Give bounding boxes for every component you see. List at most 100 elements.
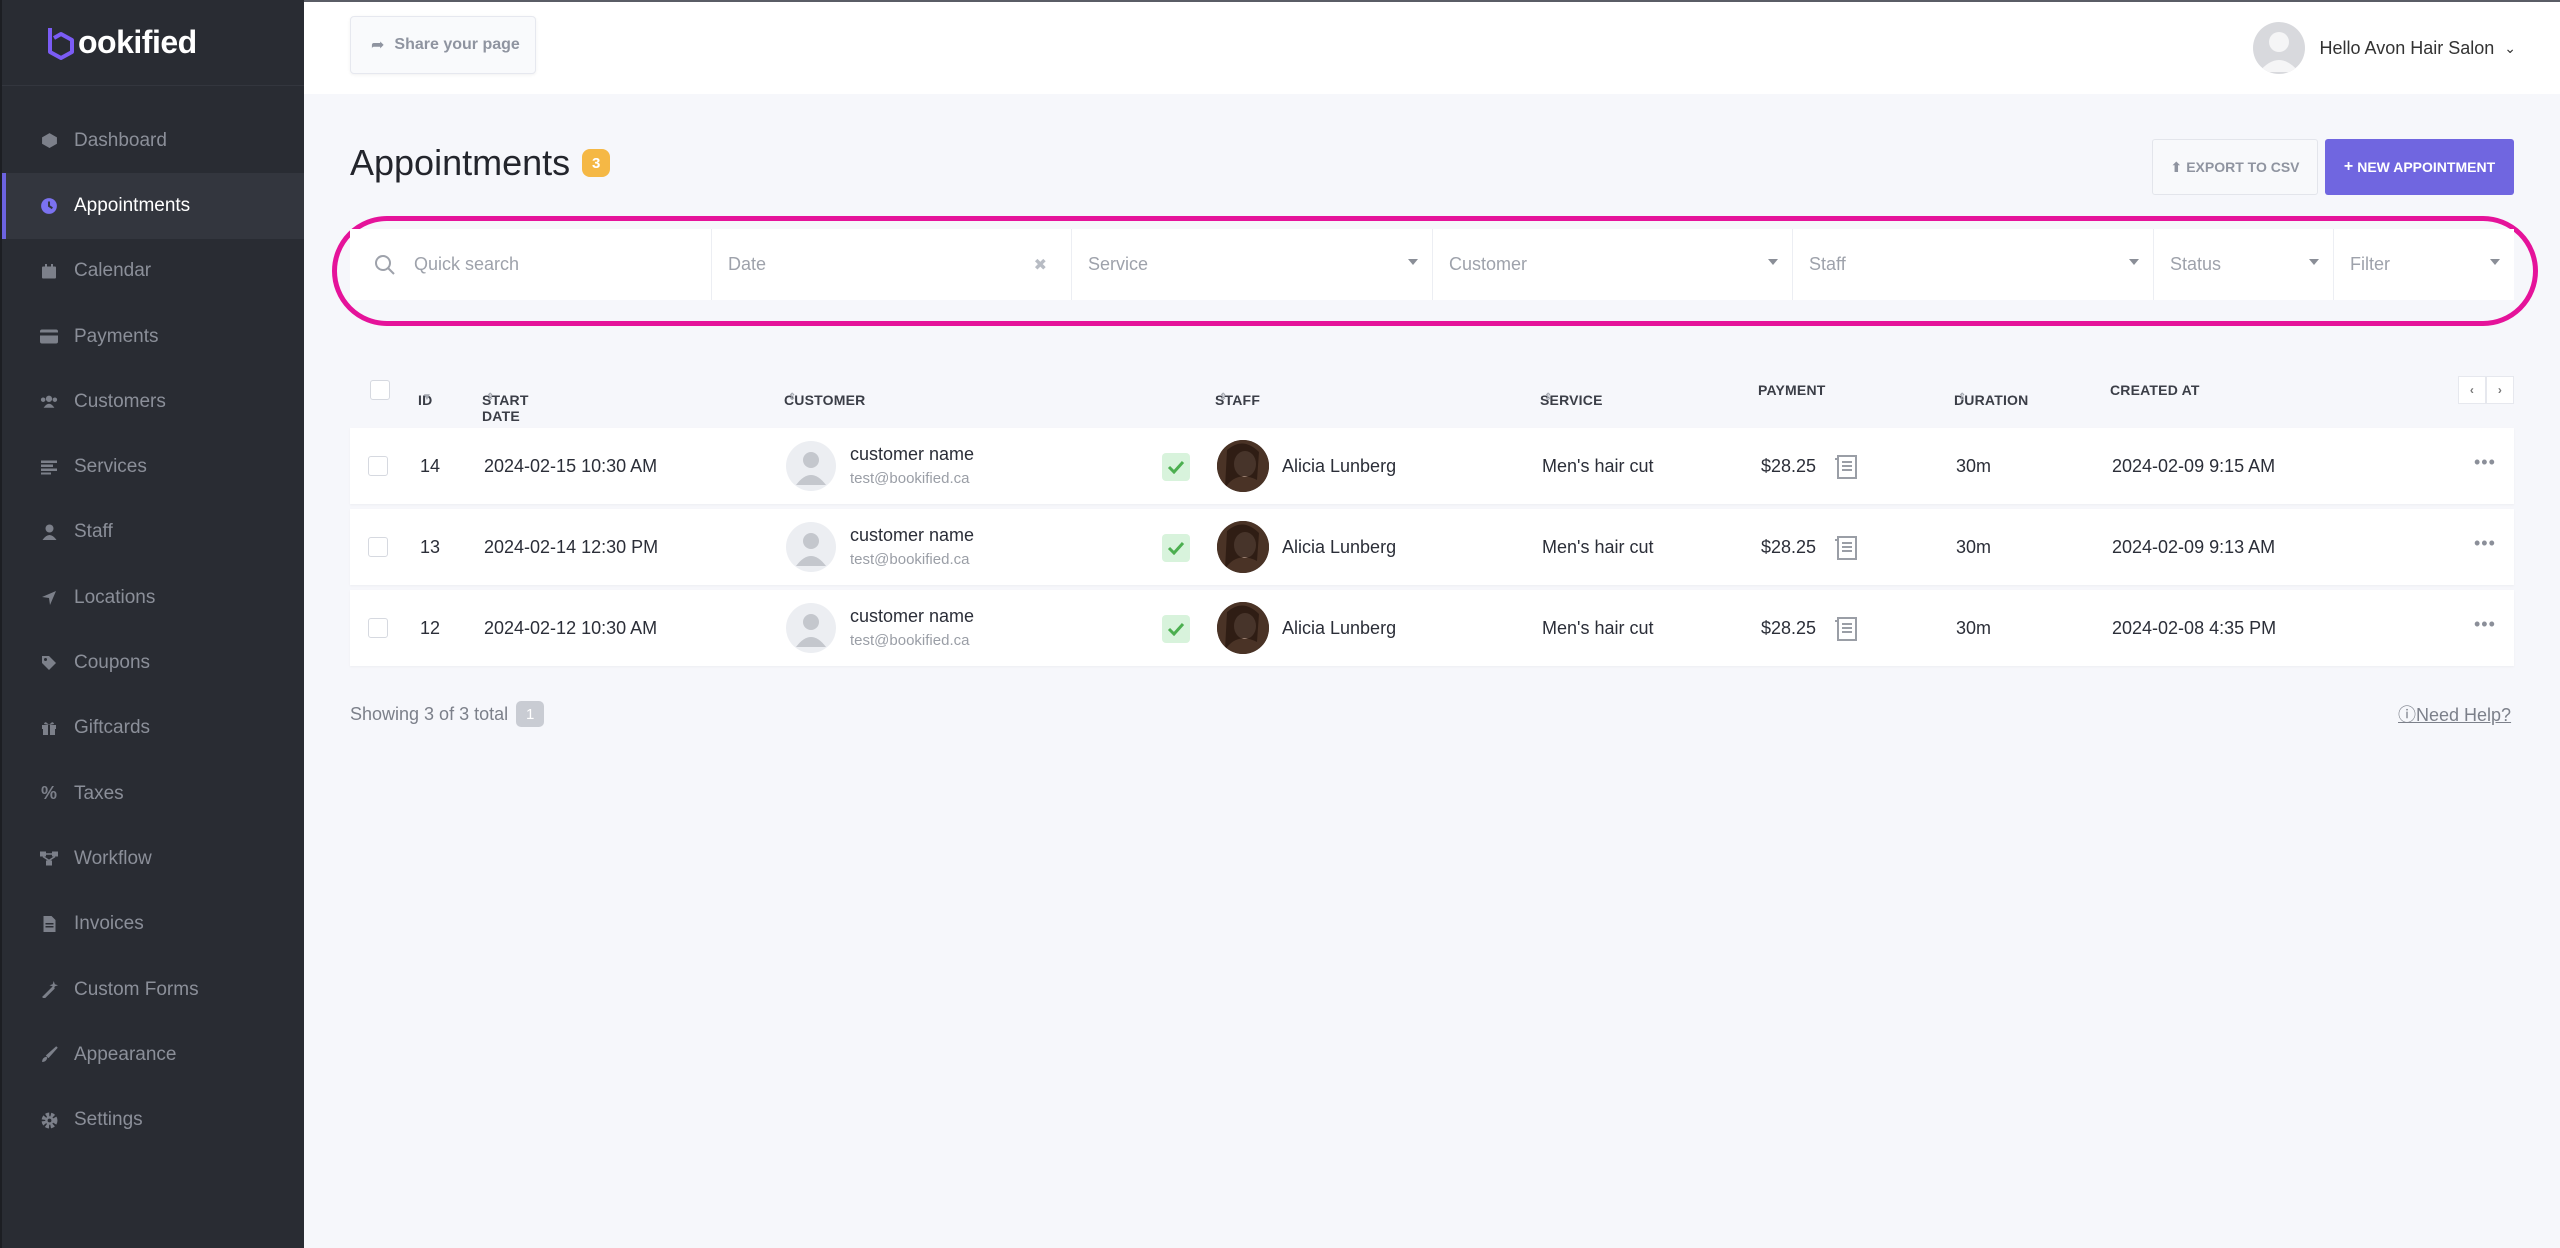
user-menu[interactable]: Hello Avon Hair Salon ⌄ — [2253, 22, 2516, 74]
sidebar-item-settings[interactable]: Settings — [2, 1087, 304, 1152]
customer-avatar — [786, 603, 836, 653]
caret-down-icon — [1768, 259, 1778, 265]
sidebar-item-label: Payments — [74, 325, 159, 347]
logo[interactable]: ookified — [2, 0, 304, 86]
sidebar-item-label: Invoices — [74, 913, 144, 935]
search-icon — [375, 254, 395, 275]
clear-icon[interactable]: ✖ — [1033, 256, 1047, 274]
sidebar-item-payments[interactable]: Payments — [2, 304, 304, 369]
column-service-label: SERVICE — [1540, 392, 1603, 408]
sidebar-item-invoices[interactable]: Invoices — [2, 892, 304, 957]
tag-icon — [40, 654, 58, 672]
receipt-icon[interactable] — [1834, 454, 1858, 480]
staff-name[interactable]: Alicia Lunberg — [1282, 456, 1397, 476]
row-checkbox[interactable] — [368, 537, 388, 557]
row-checkbox[interactable] — [368, 618, 388, 638]
status-confirmed-icon[interactable] — [1162, 615, 1190, 643]
more-actions-icon[interactable]: ••• — [2474, 614, 2496, 634]
customer-name[interactable]: customer name — [850, 525, 975, 545]
new-appointment-button[interactable]: + NEW APPOINTMENT — [2325, 139, 2514, 195]
row-service: Men's hair cut — [1542, 456, 1654, 476]
sidebar-item-label: Calendar — [74, 260, 152, 282]
quick-search-input[interactable]: Quick search — [350, 229, 712, 300]
column-duration-label: DURATION — [1954, 392, 2029, 408]
customer-avatar — [786, 441, 836, 491]
location-arrow-icon — [40, 589, 58, 607]
sidebar-item-label: Giftcards — [74, 717, 151, 739]
caret-down-icon — [1408, 259, 1418, 265]
service-filter[interactable]: Service — [1072, 229, 1433, 300]
table-row[interactable]: 12 2024-02-12 10:30 AM customer name tes… — [350, 590, 2514, 666]
staff-name[interactable]: Alicia Lunberg — [1282, 618, 1397, 638]
column-created-at[interactable]: CREATED AT — [2110, 382, 2200, 398]
receipt-icon[interactable] — [1834, 616, 1858, 642]
pagination-summary: Showing 3 of 3 total 1 — [350, 701, 545, 727]
sidebar-item-custom-forms[interactable]: Custom Forms — [2, 957, 304, 1022]
export-csv-button[interactable]: ⬆ EXPORT TO CSV — [2152, 139, 2318, 195]
column-payment[interactable]: PAYMENT — [1758, 382, 1826, 398]
need-help-label: Need Help? — [2416, 705, 2512, 725]
sidebar-item-label: Customers — [74, 390, 166, 412]
sidebar-item-label: Taxes — [74, 782, 124, 804]
logo-text: ookified — [78, 24, 197, 60]
sidebar-item-appearance[interactable]: Appearance — [2, 1022, 304, 1087]
row-payment: $28.25 — [1761, 618, 1817, 638]
table-row[interactable]: 14 2024-02-15 10:30 AM customer name tes… — [350, 428, 2514, 504]
date-filter[interactable]: Date ✖ — [712, 229, 1072, 300]
customer-name[interactable]: customer name — [850, 444, 975, 464]
page-number-button[interactable]: 1 — [516, 701, 545, 727]
need-help-link[interactable]: ⓘNeed Help? — [2398, 701, 2511, 727]
sort-icon: ⇕ — [788, 392, 797, 403]
sort-icon: ⇕ — [1544, 392, 1553, 403]
users-icon — [40, 393, 58, 411]
workflow-icon — [40, 850, 58, 868]
sidebar-item-label: Services — [74, 456, 147, 478]
receipt-icon[interactable] — [1834, 535, 1858, 561]
select-all-checkbox[interactable] — [370, 380, 390, 400]
sort-desc-icon: ▼ — [422, 392, 433, 403]
sidebar-item-services[interactable]: Services — [2, 434, 304, 499]
sidebar-item-dashboard[interactable]: Dashboard — [2, 108, 304, 173]
sidebar-item-calendar[interactable]: Calendar — [2, 239, 304, 304]
scroll-right-button[interactable]: › — [2486, 376, 2514, 404]
row-id: 12 — [420, 618, 441, 638]
more-actions-icon[interactable]: ••• — [2474, 533, 2496, 553]
sidebar-item-locations[interactable]: Locations — [2, 565, 304, 630]
customer-name[interactable]: customer name — [850, 606, 975, 626]
scroll-left-button[interactable]: ‹ — [2458, 376, 2486, 404]
row-duration: 30m — [1956, 456, 1992, 476]
appointment-count-badge: 3 — [582, 149, 611, 177]
sidebar-item-taxes[interactable]: % Taxes — [2, 761, 304, 826]
sidebar-item-staff[interactable]: Staff — [2, 500, 304, 565]
staff-avatar — [1217, 602, 1269, 654]
sidebar-item-customers[interactable]: Customers — [2, 369, 304, 434]
row-payment: $28.25 — [1761, 456, 1817, 476]
sort-icon: ⇕ — [486, 392, 495, 403]
more-filter[interactable]: Filter — [2334, 229, 2514, 300]
share-arrow-icon: ➦ — [371, 37, 385, 54]
row-checkbox[interactable] — [368, 456, 388, 476]
sidebar-item-giftcards[interactable]: Giftcards — [2, 696, 304, 761]
staff-avatar — [1217, 440, 1269, 492]
caret-down-icon — [2309, 259, 2319, 265]
sidebar-item-coupons[interactable]: Coupons — [2, 630, 304, 695]
clock-icon — [40, 197, 58, 215]
row-created-at: 2024-02-09 9:13 AM — [2112, 537, 2276, 557]
table-header: ID ▼ START DATE ⇕ CUSTOMER ⇕ STAFF ⇕ SERVICE… — [350, 372, 2514, 424]
table-row[interactable]: 13 2024-02-14 12:30 PM customer name tes… — [350, 509, 2514, 585]
staff-name[interactable]: Alicia Lunberg — [1282, 537, 1397, 557]
sidebar-item-appointments[interactable]: Appointments — [2, 173, 304, 239]
new-appointment-label: NEW APPOINTMENT — [2357, 159, 2496, 175]
status-confirmed-icon[interactable] — [1162, 534, 1190, 562]
sort-icon: ⇕ — [1219, 392, 1228, 403]
column-start-date-label: START DATE — [482, 392, 529, 424]
staff-filter[interactable]: Staff — [1793, 229, 2154, 300]
status-confirmed-icon[interactable] — [1162, 453, 1190, 481]
status-filter[interactable]: Status — [2154, 229, 2334, 300]
customer-filter[interactable]: Customer — [1433, 229, 1793, 300]
more-actions-icon[interactable]: ••• — [2474, 452, 2496, 472]
sidebar-item-workflow[interactable]: Workflow — [2, 826, 304, 891]
share-page-button[interactable]: ➦ Share your page — [350, 16, 536, 74]
page-title: Appointments — [350, 142, 571, 183]
customer-avatar — [786, 522, 836, 572]
